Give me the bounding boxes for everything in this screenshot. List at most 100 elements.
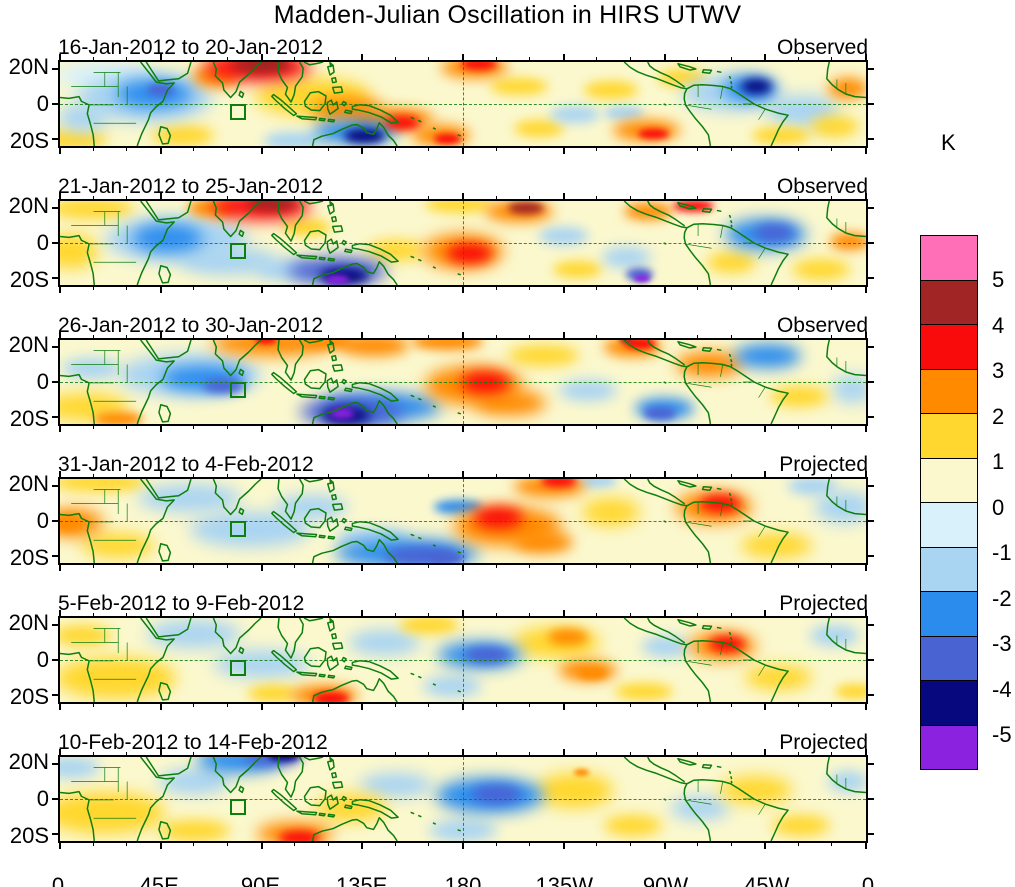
x-tick <box>394 57 396 60</box>
y-tick <box>52 798 58 800</box>
x-tick <box>629 752 631 755</box>
colorbar-tick-label: -3 <box>992 631 1012 656</box>
anomaly-blob <box>60 479 148 493</box>
x-tick <box>529 287 531 290</box>
panel-header: 5-Feb-2012 to 9-Feb-2012 Projected <box>58 589 868 616</box>
x-tick <box>562 54 565 60</box>
y-axis-label: 20N <box>8 610 49 636</box>
anomaly-field <box>60 340 866 424</box>
coastline-path <box>703 487 712 491</box>
panel-status-label: Projected <box>779 592 868 615</box>
anomaly-blob <box>707 251 757 273</box>
anomaly-blob <box>326 275 349 285</box>
coastline-path <box>304 479 323 482</box>
x-tick <box>697 148 699 151</box>
x-tick <box>226 287 228 290</box>
y-tick <box>52 345 58 348</box>
y-tick <box>868 798 874 800</box>
y-axis-label: 20S <box>9 405 49 431</box>
coastline-path <box>332 773 336 778</box>
x-tick <box>865 749 867 755</box>
x-tick <box>193 287 195 290</box>
x-tick <box>797 752 799 755</box>
anomaly-blob <box>552 260 602 278</box>
x-tick <box>764 843 767 849</box>
panel-map-row: 20N 0 20S <box>9 332 874 432</box>
x-tick <box>831 287 833 290</box>
coastline-path <box>330 202 333 206</box>
x-tick <box>193 843 195 846</box>
coastline-path <box>345 249 352 252</box>
coastline-path <box>239 91 243 97</box>
x-tick <box>327 843 329 846</box>
anomaly-blob <box>214 649 309 678</box>
anomaly-blob <box>82 533 155 558</box>
x-tick <box>596 843 598 846</box>
x-tick <box>193 752 195 755</box>
anomaly-field <box>60 62 866 146</box>
x-tick <box>697 704 699 707</box>
map-plot <box>52 471 874 571</box>
panel-status-label: Projected <box>779 453 868 476</box>
x-tick <box>327 426 329 429</box>
x-tick <box>697 843 699 846</box>
x-tick <box>59 610 61 616</box>
colorbar-cell <box>920 502 978 548</box>
x-tick <box>428 426 430 429</box>
anomaly-blob <box>433 500 484 514</box>
coastline-path <box>333 226 343 232</box>
x-tick <box>730 57 732 60</box>
y-tick <box>52 520 58 522</box>
x-tick <box>226 752 228 755</box>
anomaly-blob <box>447 243 493 264</box>
x-tick <box>596 426 598 429</box>
x-tick <box>361 193 364 199</box>
x-tick <box>629 843 631 846</box>
x-tick <box>495 57 497 60</box>
colorbar-tick-label: 1 <box>992 449 1005 474</box>
x-tick <box>361 843 364 849</box>
x-tick <box>226 335 228 338</box>
region-box <box>230 382 246 398</box>
x-tick <box>730 148 732 151</box>
x-axis-label: 180 <box>444 873 482 887</box>
coastline-path <box>411 534 415 535</box>
x-tick <box>529 196 531 199</box>
anomaly-field <box>60 757 866 841</box>
x-tick <box>462 193 464 199</box>
panel-status-label: Projected <box>779 731 868 754</box>
x-tick <box>495 752 497 755</box>
x-tick <box>260 610 263 616</box>
x-tick <box>764 287 767 293</box>
anomaly-blob <box>433 133 461 145</box>
x-tick <box>764 471 767 477</box>
map-plot <box>52 54 874 154</box>
x-tick <box>831 426 833 429</box>
colorbar-tick-label: -5 <box>992 722 1012 747</box>
colorbar-cell <box>920 413 978 459</box>
dateline-line <box>463 479 464 563</box>
x-tick <box>260 565 263 571</box>
coastline-path <box>304 618 323 621</box>
coastline-path <box>418 676 421 677</box>
x-tick <box>193 57 195 60</box>
x-tick <box>697 57 699 60</box>
coastline-path <box>327 517 338 531</box>
x-tick <box>92 426 94 429</box>
x-tick <box>797 704 799 707</box>
y-tick <box>868 277 874 279</box>
x-tick <box>92 148 94 151</box>
x-tick <box>797 426 799 429</box>
x-tick <box>327 752 329 755</box>
colorbar: 5 4 3 2 1 0 -1 -2 -3 -4 -5 <box>920 235 1012 770</box>
x-tick <box>865 843 867 849</box>
coastline-path <box>159 266 170 283</box>
x-tick <box>226 426 228 429</box>
colorbar-tick-label: 4 <box>992 312 1005 338</box>
longitude-axis: 0 45E 90E 135E 180 135W 90W 45W 0 <box>52 867 874 887</box>
x-tick <box>596 474 598 477</box>
anomaly-blob <box>787 479 837 495</box>
x-tick <box>59 426 61 432</box>
x-tick <box>562 332 565 338</box>
colorbar-tick-label: 0 <box>992 494 1005 520</box>
